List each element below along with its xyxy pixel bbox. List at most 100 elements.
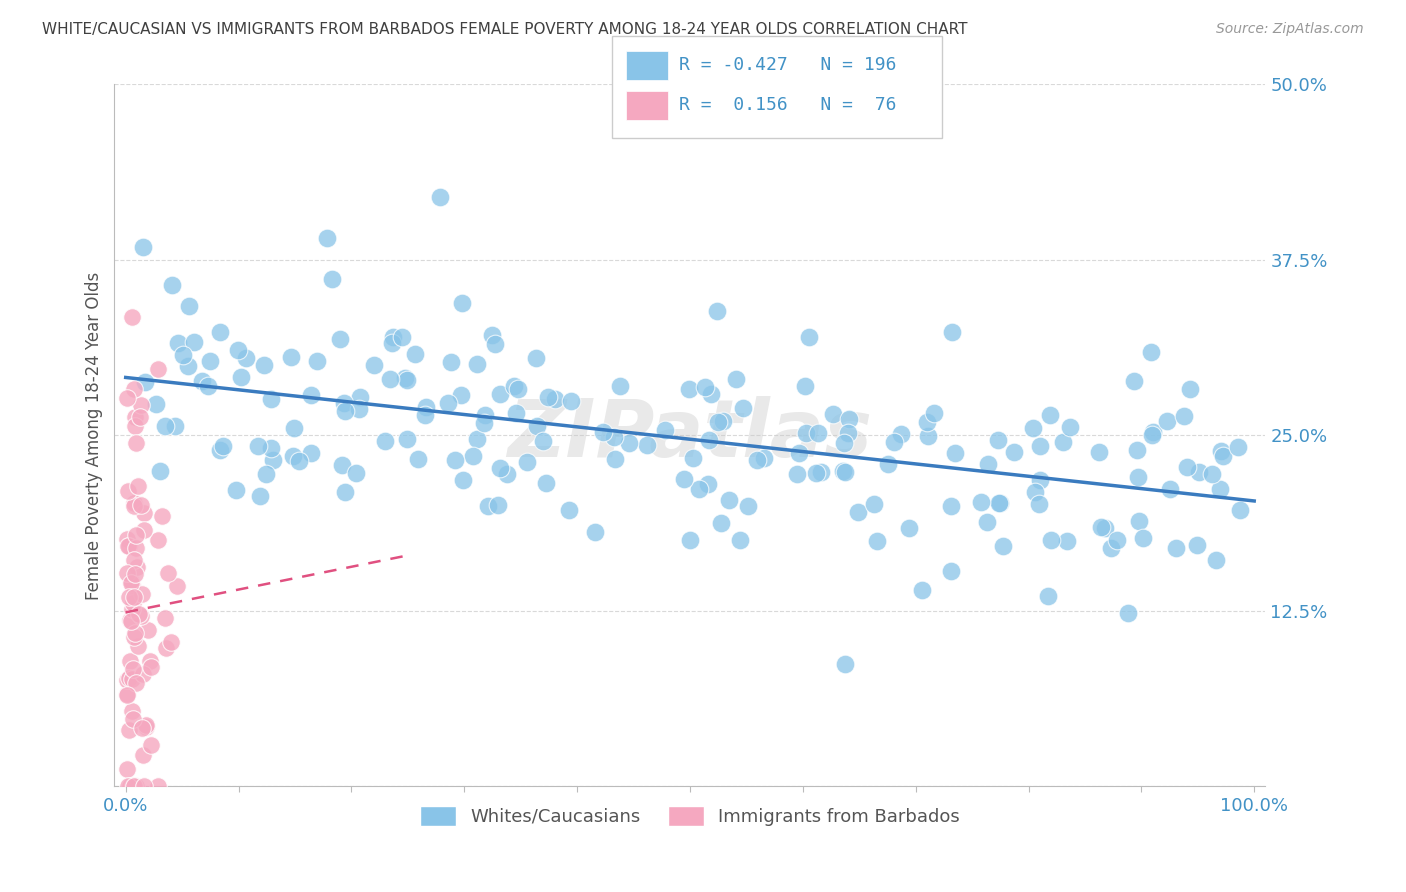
Point xyxy=(155,640,177,655)
Point xyxy=(1028,497,1050,511)
Point xyxy=(374,434,396,448)
Point xyxy=(209,443,232,458)
Point xyxy=(125,435,148,450)
Point xyxy=(149,464,172,478)
Point xyxy=(558,503,581,517)
Text: R = -0.427   N = 196: R = -0.427 N = 196 xyxy=(679,56,897,74)
Point xyxy=(124,410,146,425)
Point xyxy=(987,495,1010,509)
Point xyxy=(560,393,582,408)
Point xyxy=(155,419,177,434)
Point xyxy=(128,607,150,621)
Point xyxy=(526,419,548,434)
Point xyxy=(118,723,141,738)
Point xyxy=(832,464,855,478)
Point xyxy=(1090,520,1112,534)
Legend: Whites/Caucasians, Immigrants from Barbados: Whites/Caucasians, Immigrants from Barba… xyxy=(412,798,967,834)
Point xyxy=(115,762,138,776)
Point xyxy=(172,347,194,361)
Point xyxy=(837,426,859,441)
Point xyxy=(440,355,463,369)
Point xyxy=(253,359,276,373)
Point xyxy=(1140,344,1163,359)
Point xyxy=(747,452,769,467)
Point xyxy=(437,395,460,409)
Point xyxy=(165,418,187,433)
Point xyxy=(603,451,626,466)
Point xyxy=(1142,425,1164,440)
Point xyxy=(166,579,188,593)
Point xyxy=(115,532,138,546)
Point xyxy=(335,404,357,418)
Point xyxy=(834,657,856,672)
Point xyxy=(1188,465,1211,479)
Point xyxy=(136,624,159,638)
Point xyxy=(807,426,830,441)
Point xyxy=(1140,428,1163,442)
Point xyxy=(118,590,141,604)
Point xyxy=(537,390,560,404)
Point xyxy=(396,373,419,387)
Point xyxy=(125,528,148,542)
Point xyxy=(135,720,157,734)
Point xyxy=(122,630,145,644)
Point xyxy=(117,780,139,794)
Point xyxy=(378,372,401,386)
Point xyxy=(391,330,413,344)
Point xyxy=(208,325,231,339)
Point xyxy=(131,722,153,736)
Point xyxy=(429,190,451,204)
Point xyxy=(489,461,512,475)
Point xyxy=(146,533,169,548)
Text: ZIPatlas: ZIPatlas xyxy=(508,396,873,475)
Point xyxy=(235,351,257,366)
Point xyxy=(1212,449,1234,463)
Point xyxy=(381,336,404,351)
Point xyxy=(617,436,640,450)
Point xyxy=(695,380,717,394)
Point xyxy=(941,325,963,339)
Point xyxy=(1227,440,1250,454)
Point xyxy=(132,748,155,763)
Point xyxy=(299,388,322,402)
Point xyxy=(1132,531,1154,545)
Point xyxy=(810,465,832,479)
Point xyxy=(654,423,676,437)
Point xyxy=(363,359,385,373)
Point xyxy=(124,418,146,433)
Point xyxy=(127,640,149,654)
Point xyxy=(1205,553,1227,567)
Point xyxy=(1099,541,1122,555)
Point xyxy=(531,434,554,448)
Point xyxy=(127,479,149,493)
Point xyxy=(281,449,304,463)
Point xyxy=(344,467,367,481)
Point xyxy=(262,453,284,467)
Point xyxy=(121,704,143,718)
Point xyxy=(299,446,322,460)
Point xyxy=(120,576,142,591)
Text: Source: ZipAtlas.com: Source: ZipAtlas.com xyxy=(1216,22,1364,37)
Point xyxy=(118,539,141,553)
Point xyxy=(330,458,353,472)
Point xyxy=(465,357,488,371)
Point xyxy=(120,654,142,668)
Point xyxy=(524,351,547,365)
Point xyxy=(453,473,475,487)
Point xyxy=(804,466,827,480)
Point xyxy=(1185,538,1208,552)
Point xyxy=(226,343,249,358)
Point xyxy=(823,407,845,421)
Point xyxy=(883,435,905,450)
Point xyxy=(132,523,155,537)
Point xyxy=(134,718,156,732)
Point xyxy=(710,516,733,531)
Point xyxy=(115,688,138,702)
Point xyxy=(711,414,734,428)
Point xyxy=(1125,442,1147,457)
Point xyxy=(450,388,472,402)
Point xyxy=(481,327,503,342)
Point xyxy=(1024,484,1046,499)
Point xyxy=(153,611,176,625)
Point xyxy=(332,396,354,410)
